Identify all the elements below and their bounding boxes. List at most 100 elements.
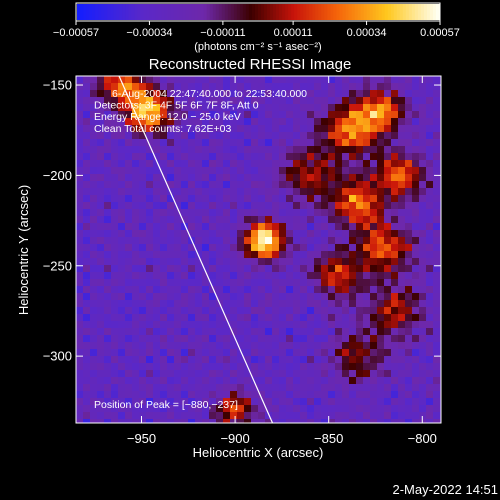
heatmap-cell [419, 405, 427, 413]
heatmap-cell [174, 160, 182, 168]
heatmap-cell [433, 349, 441, 357]
heatmap-cell [419, 286, 427, 294]
heatmap-cell [405, 209, 413, 217]
heatmap-cell [328, 139, 336, 147]
heatmap-cell [181, 293, 189, 301]
heatmap-cell [300, 405, 308, 413]
heatmap-cell [188, 97, 196, 105]
heatmap-cell [237, 76, 245, 84]
heatmap-cell [342, 356, 350, 364]
heatmap-cell [335, 265, 343, 273]
heatmap-cell [398, 146, 406, 154]
heatmap-cell [328, 363, 336, 371]
colorbar-tick-label: 0.00057 [420, 27, 460, 39]
heatmap-cell [307, 216, 315, 224]
heatmap-cell [370, 118, 378, 126]
heatmap-cell [111, 363, 119, 371]
heatmap-cell [118, 153, 126, 161]
heatmap-cell [314, 335, 322, 343]
heatmap-cell [209, 202, 217, 210]
heatmap-cell [153, 419, 161, 424]
heatmap-cell [307, 167, 315, 175]
heatmap-cell [97, 237, 105, 245]
colorbar-segment [270, 4, 274, 20]
heatmap-cell [83, 167, 91, 175]
heatmap-cell [384, 258, 392, 266]
heatmap-cell [153, 76, 161, 84]
heatmap-cell [174, 125, 182, 133]
heatmap-cell [118, 237, 126, 245]
heatmap-cell [251, 146, 259, 154]
heatmap-cell [433, 111, 441, 119]
heatmap-cell [405, 223, 413, 231]
heatmap-cell [209, 293, 217, 301]
heatmap-cell [244, 377, 252, 385]
heatmap-cell [167, 342, 175, 350]
heatmap-cell [377, 76, 385, 84]
heatmap-cell [174, 181, 182, 189]
heatmap-cell [307, 412, 315, 420]
heatmap-cell [349, 279, 357, 287]
heatmap-cell [342, 363, 350, 371]
heatmap-cell [258, 195, 266, 203]
heatmap-cell [251, 237, 259, 245]
heatmap-cell [328, 265, 336, 273]
heatmap-cell [125, 76, 133, 84]
heatmap-cell [272, 293, 280, 301]
heatmap-cell [132, 391, 140, 399]
heatmap-cell [398, 286, 406, 294]
heatmap-cell [258, 391, 266, 399]
heatmap-cell [251, 160, 259, 168]
heatmap-cell [370, 188, 378, 196]
heatmap-cell [272, 335, 280, 343]
heatmap-cell [391, 139, 399, 147]
heatmap-cell [300, 90, 308, 98]
heatmap-cell [412, 349, 420, 357]
heatmap-cell [272, 363, 280, 371]
heatmap-cell [321, 118, 329, 126]
heatmap-cell [118, 139, 126, 147]
heatmap-cell [398, 104, 406, 112]
heatmap-cell [146, 286, 154, 294]
heatmap-cell [167, 300, 175, 308]
heatmap-cell [125, 188, 133, 196]
heatmap-cell [104, 286, 112, 294]
heatmap-cell [419, 251, 427, 259]
heatmap-cell [160, 125, 168, 133]
heatmap-cell [174, 202, 182, 210]
heatmap-cell [195, 279, 203, 287]
heatmap-cell [412, 286, 420, 294]
colorbar-segment [402, 4, 407, 20]
heatmap-cell [405, 118, 413, 126]
heatmap-cell [153, 104, 161, 112]
heatmap-cell [181, 139, 189, 147]
heatmap-cell [97, 76, 105, 84]
heatmap-cell [363, 314, 371, 322]
heatmap-cell [195, 363, 203, 371]
heatmap-cell [230, 265, 238, 273]
heatmap-cell [83, 405, 91, 413]
heatmap-cell [125, 146, 133, 154]
heatmap-cell [286, 356, 294, 364]
heatmap-cell [188, 307, 196, 315]
heatmap-cell [244, 251, 252, 259]
heatmap-cell [223, 104, 231, 112]
heatmap-cell [195, 335, 203, 343]
heatmap-cell [153, 349, 161, 357]
heatmap-cell [321, 356, 329, 364]
heatmap-cell [258, 307, 266, 315]
heatmap-cell [258, 139, 266, 147]
heatmap-cell [426, 398, 434, 406]
heatmap-cell [125, 111, 133, 119]
heatmap-cell [251, 83, 259, 91]
heatmap-cell [391, 202, 399, 210]
heatmap-cell [90, 251, 98, 259]
colorbar-segment [131, 4, 135, 20]
heatmap-cell [174, 349, 182, 357]
heatmap-cell [146, 391, 154, 399]
heatmap-cell [335, 174, 343, 182]
heatmap-cell [356, 335, 364, 343]
colorbar-tick-label: 0.00034 [347, 27, 387, 39]
heatmap-cell [272, 90, 280, 98]
heatmap-cell [342, 181, 350, 189]
